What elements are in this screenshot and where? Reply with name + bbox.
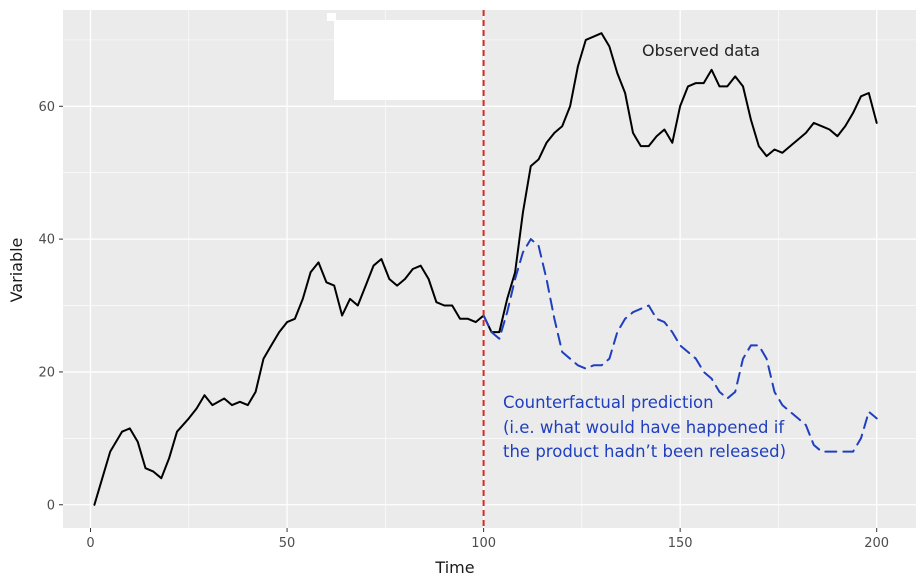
legend-placeholder-mark xyxy=(327,13,336,21)
x-tick-label: 150 xyxy=(668,536,693,551)
annotation-counterfactual-line-2: (i.e. what would have happened if xyxy=(503,418,785,437)
x-tick-label: 0 xyxy=(86,536,94,551)
annotation-observed: Observed data xyxy=(642,41,760,60)
x-tick-label: 50 xyxy=(279,536,296,551)
y-tick-label: 40 xyxy=(38,233,55,248)
y-tick-label: 0 xyxy=(47,498,55,513)
grid-major xyxy=(63,10,916,528)
legend-placeholder-box xyxy=(334,20,482,100)
plot-panel xyxy=(63,10,916,528)
series-layer xyxy=(93,32,878,506)
axis-ticks xyxy=(59,105,878,532)
y-tick-label: 60 xyxy=(38,100,55,115)
x-tick-label: 200 xyxy=(864,536,889,551)
x-axis-title: Time xyxy=(434,558,474,577)
y-tick-label: 20 xyxy=(38,365,55,380)
x-tick-label: 100 xyxy=(471,536,496,551)
axis-tick-labels: 0 50 100 150 200 0 20 40 60 xyxy=(38,100,889,551)
counterfactual-prediction-line xyxy=(482,238,878,453)
y-axis-title: Variable xyxy=(7,238,26,303)
annotation-counterfactual-line-1: Counterfactual prediction xyxy=(503,393,714,412)
annotation-counterfactual-line-3: the product hadn’t been released) xyxy=(503,442,786,461)
